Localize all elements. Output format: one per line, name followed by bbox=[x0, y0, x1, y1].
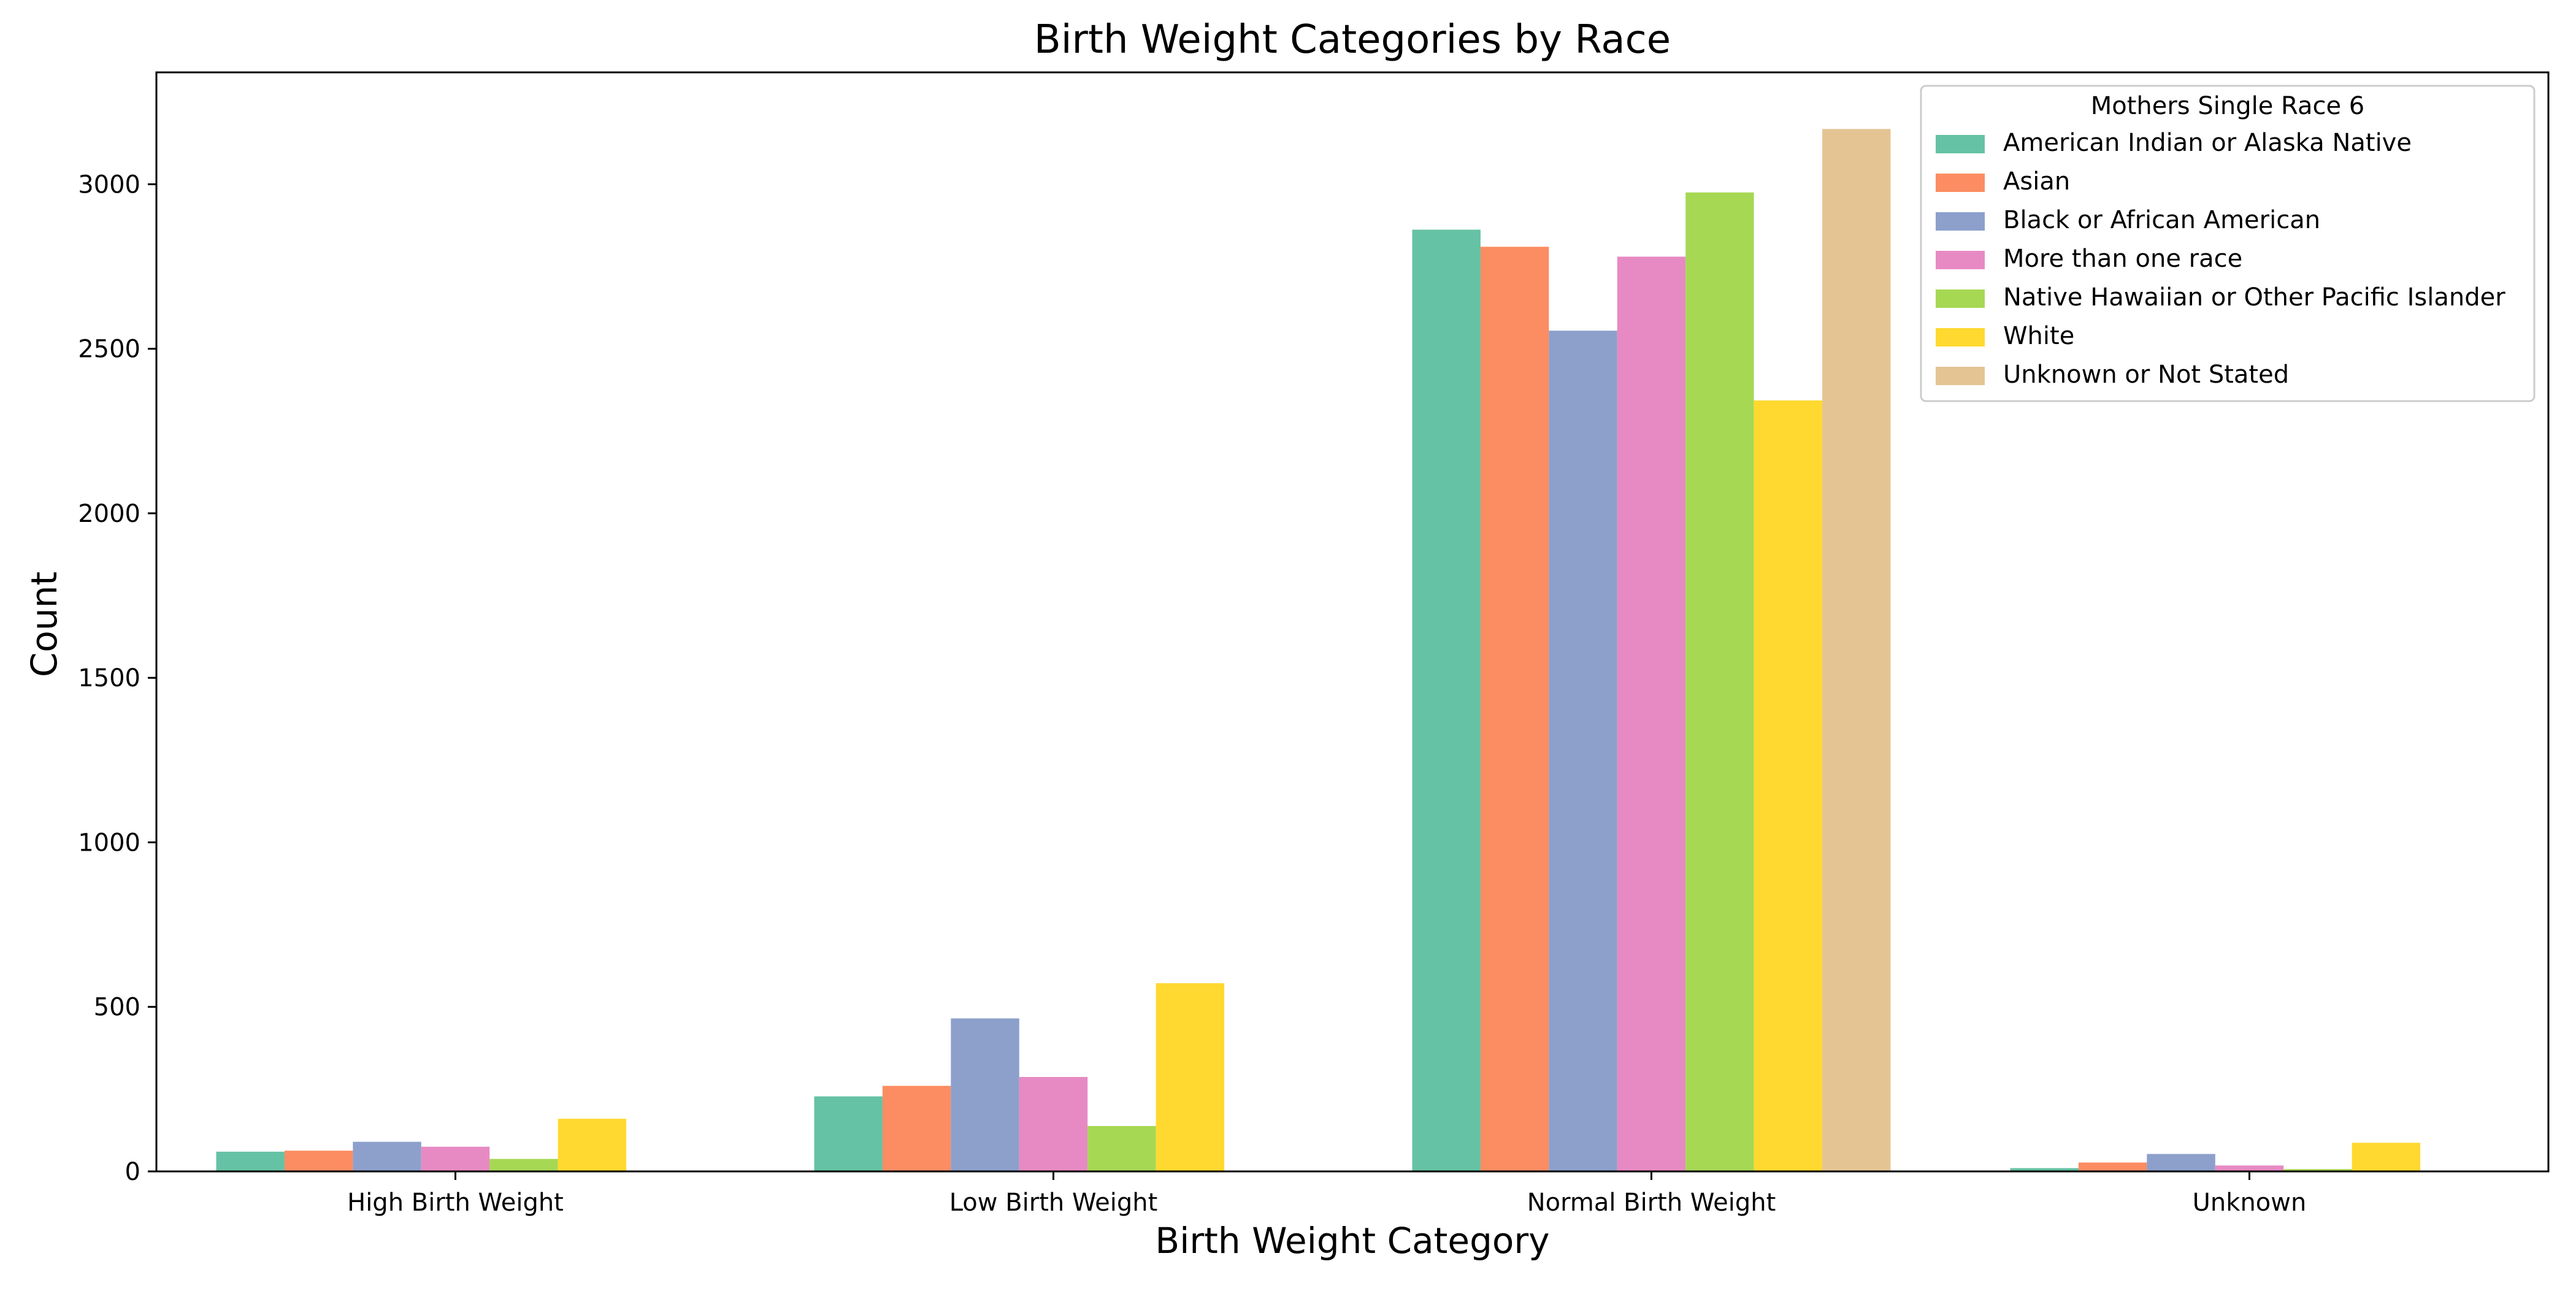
bar-3-5 bbox=[2352, 1143, 2421, 1171]
bar-0-4 bbox=[489, 1159, 558, 1171]
legend-swatch-3 bbox=[1936, 251, 1985, 269]
bar-3-4 bbox=[2283, 1169, 2352, 1171]
bar-2-3 bbox=[1617, 256, 1686, 1172]
bars-layer bbox=[216, 129, 2421, 1172]
bar-2-6 bbox=[1822, 129, 1891, 1171]
legend-label-5: White bbox=[2003, 322, 2074, 350]
bar-2-1 bbox=[1480, 247, 1549, 1171]
legend-box bbox=[1920, 85, 2536, 402]
bar-3-0 bbox=[2010, 1168, 2079, 1171]
legend-swatch-1 bbox=[1936, 174, 1985, 192]
legend-swatch-2 bbox=[1936, 212, 1985, 231]
x-tick-label-1: Low Birth Weight bbox=[949, 1189, 1158, 1217]
bar-3-1 bbox=[2078, 1162, 2147, 1171]
y-tick-label-4: 2000 bbox=[78, 500, 140, 528]
bar-0-2 bbox=[353, 1141, 421, 1171]
legend-label-3: More than one race bbox=[2003, 245, 2242, 273]
legend-swatch-4 bbox=[1936, 289, 1985, 308]
axes-layer: 0 500 1000 1500 2000 2500 3000 High Birth Weigh… bbox=[78, 71, 2550, 1217]
legend-swatch-5 bbox=[1936, 328, 1985, 347]
y-tick-label-2: 1000 bbox=[78, 829, 140, 857]
plot-frame bbox=[155, 71, 2550, 1173]
legend-label-2: Black or African American bbox=[2003, 206, 2320, 234]
bar-1-0 bbox=[814, 1096, 883, 1171]
bar-1-4 bbox=[1087, 1125, 1156, 1171]
y-tick-label-5: 2500 bbox=[78, 335, 140, 364]
y-tick-label-6: 3000 bbox=[78, 170, 140, 199]
x-tick-label-2: Normal Birth Weight bbox=[1527, 1189, 1776, 1217]
chart-title: Birth Weight Categories by Race bbox=[1034, 17, 1671, 63]
bar-2-4 bbox=[1685, 192, 1754, 1172]
x-tick-label-3: Unknown bbox=[2193, 1189, 2307, 1217]
y-tick-label-3: 1500 bbox=[78, 664, 140, 692]
bar-0-3 bbox=[421, 1146, 490, 1171]
bar-2-2 bbox=[1549, 331, 1617, 1172]
bar-2-5 bbox=[1754, 400, 1823, 1172]
bar-1-2 bbox=[951, 1018, 1019, 1171]
bar-0-1 bbox=[284, 1151, 353, 1171]
legend-swatch-0 bbox=[1936, 135, 1985, 153]
legend-swatch-6 bbox=[1936, 367, 1985, 385]
bar-1-3 bbox=[1019, 1077, 1088, 1171]
legend-title: Mothers Single Race 6 bbox=[2091, 92, 2365, 120]
bar-1-5 bbox=[1156, 983, 1225, 1171]
legend-label-0: American Indian or Alaska Native bbox=[2003, 129, 2412, 157]
legend-label-6: Unknown or Not Stated bbox=[2003, 361, 2289, 389]
x-tick-label-0: High Birth Weight bbox=[347, 1189, 564, 1217]
bar-3-2 bbox=[2147, 1154, 2215, 1171]
bar-3-3 bbox=[2215, 1165, 2284, 1171]
legend-label-4: Native Hawaiian or Other Pacific Islande… bbox=[2003, 283, 2505, 312]
legend: Mothers Single Race 6 American Indian or… bbox=[1920, 85, 2536, 402]
bar-0-0 bbox=[216, 1151, 285, 1171]
y-tick-label-0: 0 bbox=[125, 1158, 140, 1186]
bar-2-0 bbox=[1412, 229, 1481, 1172]
bar-0-5 bbox=[558, 1119, 627, 1171]
y-axis-label: Count bbox=[23, 572, 65, 677]
legend-label-1: Asian bbox=[2003, 167, 2070, 196]
y-tick-label-1: 500 bbox=[94, 994, 140, 1022]
bar-1-1 bbox=[882, 1086, 951, 1171]
x-axis-label: Birth Weight Category bbox=[1155, 1220, 1549, 1262]
